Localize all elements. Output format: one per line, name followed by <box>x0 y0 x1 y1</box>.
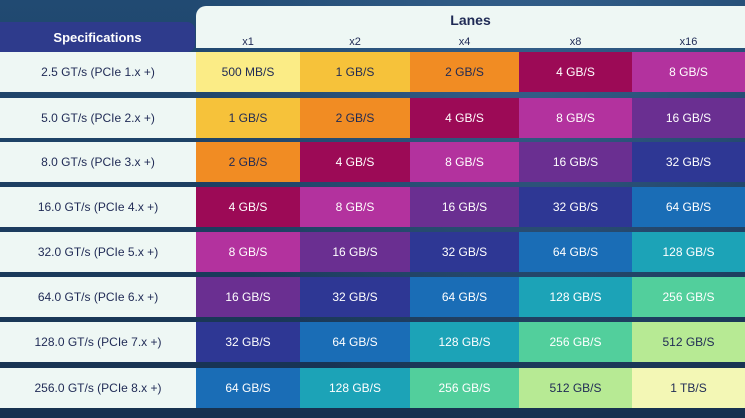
specifications-header: Specifications <box>0 22 195 52</box>
bandwidth-cell: 4 GB/S <box>519 52 632 92</box>
bandwidth-cell: 64 GB/S <box>196 368 300 408</box>
spec-cell: 32.0 GT/s (PCIe 5.x +) <box>0 232 196 272</box>
bandwidth-cell: 128 GB/S <box>410 322 519 362</box>
bandwidth-cell: 2 GB/S <box>410 52 519 92</box>
bandwidth-cell: 4 GB/S <box>300 142 410 182</box>
spec-cell: 256.0 GT/s (PCIe 8.x +) <box>0 368 196 408</box>
bandwidth-cell: 32 GB/S <box>300 277 410 317</box>
lane-label-x1: x1 <box>242 36 254 48</box>
bandwidth-cell: 128 GB/S <box>519 277 632 317</box>
spec-cell: 8.0 GT/s (PCIe 3.x +) <box>0 142 196 182</box>
bandwidth-cell: 32 GB/S <box>196 322 300 362</box>
bandwidth-cell: 256 GB/S <box>632 277 745 317</box>
lane-label-x2: x2 <box>349 36 361 48</box>
bandwidth-cell: 2 GB/S <box>300 98 410 138</box>
bandwidth-cell: 16 GB/S <box>196 277 300 317</box>
bandwidth-cell: 8 GB/S <box>300 187 410 227</box>
lanes-title: Lanes <box>450 12 491 28</box>
bandwidth-cell: 512 GB/S <box>632 322 745 362</box>
bandwidth-cell: 8 GB/S <box>196 232 300 272</box>
spec-cell: 64.0 GT/s (PCIe 6.x +) <box>0 277 196 317</box>
bandwidth-cell: 8 GB/S <box>410 142 519 182</box>
bandwidth-cell: 16 GB/S <box>300 232 410 272</box>
bandwidth-cell: 16 GB/S <box>519 142 632 182</box>
bandwidth-cell: 32 GB/S <box>410 232 519 272</box>
bandwidth-cell: 128 GB/S <box>632 232 745 272</box>
bandwidth-cell: 1 TB/S <box>632 368 745 408</box>
lanes-header-band <box>196 6 745 48</box>
spec-cell: 5.0 GT/s (PCIe 2.x +) <box>0 98 196 138</box>
lane-label-x4: x4 <box>458 36 471 48</box>
bandwidth-cell: 512 GB/S <box>519 368 632 408</box>
bandwidth-cell: 64 GB/S <box>300 322 410 362</box>
bandwidth-cell: 16 GB/S <box>632 98 745 138</box>
bandwidth-cell: 4 GB/S <box>196 187 300 227</box>
spec-cell: 2.5 GT/s (PCIe 1.x +) <box>0 52 196 92</box>
bandwidth-cell: 64 GB/S <box>519 232 632 272</box>
bandwidth-cell: 4 GB/S <box>410 98 519 138</box>
spec-cell: 128.0 GT/s (PCIe 7.x +) <box>0 322 196 362</box>
spec-cell: 16.0 GT/s (PCIe 4.x +) <box>0 187 196 227</box>
bandwidth-cell: 1 GB/S <box>196 98 300 138</box>
bandwidth-cell: 500 MB/S <box>196 52 300 92</box>
bandwidth-cell: 128 GB/S <box>300 368 410 408</box>
lane-label-x8: x8 <box>569 36 582 48</box>
bandwidth-cell: 1 GB/S <box>300 52 410 92</box>
bandwidth-cell: 8 GB/S <box>519 98 632 138</box>
lane-label-x16: x16 <box>679 36 698 48</box>
bandwidth-cell: 64 GB/S <box>632 187 745 227</box>
bandwidth-cell: 32 GB/S <box>632 142 745 182</box>
bandwidth-cell: 8 GB/S <box>632 52 745 92</box>
bandwidth-cell: 256 GB/S <box>410 368 519 408</box>
bandwidth-cell: 256 GB/S <box>519 322 632 362</box>
bandwidth-cell: 32 GB/S <box>519 187 632 227</box>
bandwidth-cell: 64 GB/S <box>410 277 519 317</box>
bandwidth-cell: 2 GB/S <box>196 142 300 182</box>
bandwidth-cell: 16 GB/S <box>410 187 519 227</box>
